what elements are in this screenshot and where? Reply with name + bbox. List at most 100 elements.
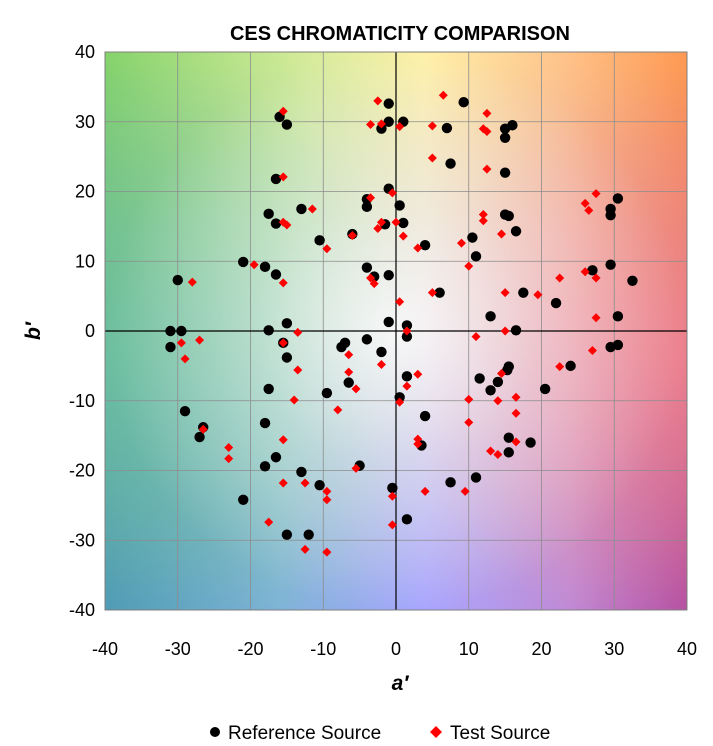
test-point	[293, 365, 303, 375]
test-point	[511, 437, 521, 447]
reference-point	[401, 320, 413, 331]
reference-point	[401, 331, 413, 342]
test-point	[464, 261, 474, 271]
test-point	[322, 244, 332, 254]
reference-point	[270, 269, 282, 280]
x-tick-label: 0	[391, 639, 401, 659]
reference-point	[445, 158, 456, 169]
test-point	[402, 381, 412, 391]
reference-point	[281, 119, 293, 130]
y-tick-label: -40	[69, 600, 95, 620]
y-tick-label: -30	[69, 530, 95, 550]
reference-point	[383, 98, 394, 109]
reference-point	[179, 406, 191, 417]
test-point	[224, 442, 234, 452]
test-point	[278, 278, 288, 288]
test-point	[398, 231, 408, 241]
test-point	[482, 108, 492, 118]
test-point	[395, 397, 405, 407]
test-point	[500, 288, 510, 298]
test-point	[420, 486, 430, 496]
reference-point	[314, 479, 325, 491]
legend-label-test: Test Source	[450, 723, 550, 744]
reference-point	[419, 240, 431, 251]
reference-point	[259, 417, 271, 429]
reference-point	[296, 203, 307, 215]
test-point	[402, 326, 412, 336]
reference-point	[550, 297, 562, 309]
reference-point	[343, 377, 354, 388]
series-reference-source	[165, 97, 638, 540]
reference-point	[587, 265, 598, 276]
chart-title: CES CHROMATICITY COMPARISON	[230, 23, 570, 45]
test-point	[584, 205, 594, 215]
test-point	[555, 362, 565, 372]
test-point	[333, 405, 343, 415]
test-point	[282, 220, 292, 230]
reference-point	[565, 360, 576, 372]
test-point	[395, 297, 405, 307]
reference-point	[281, 352, 293, 363]
test-point	[195, 335, 205, 345]
test-point	[347, 230, 357, 240]
reference-point	[394, 200, 405, 211]
test-point	[580, 198, 590, 208]
reference-point	[165, 325, 176, 337]
reference-point	[612, 193, 624, 204]
test-point	[278, 172, 288, 182]
reference-point	[259, 461, 271, 472]
reference-point	[270, 452, 282, 463]
reference-point	[401, 514, 413, 525]
x-tick-labels: -40 -30 -20 -10 0 10 20 30 40	[92, 639, 697, 659]
test-point	[387, 188, 397, 198]
y-tick-labels: -40 -30 -20 -10 0 10 20 30 40	[69, 42, 95, 620]
test-point	[373, 96, 383, 106]
reference-point	[376, 346, 387, 358]
reference-point	[263, 325, 274, 336]
reference-point	[467, 232, 478, 243]
x-tick-label: 10	[459, 639, 479, 659]
test-point	[300, 544, 310, 554]
reference-point	[507, 120, 518, 131]
test-point	[176, 338, 186, 348]
test-point	[413, 434, 423, 444]
reference-point	[441, 122, 453, 134]
test-point	[478, 216, 488, 226]
reference-point	[259, 261, 271, 273]
test-point	[278, 435, 288, 445]
reference-point	[270, 218, 282, 229]
reference-point	[510, 325, 522, 336]
reference-point	[510, 226, 522, 237]
reference-point	[172, 274, 183, 286]
y-tick-label: -10	[69, 391, 95, 411]
reference-point	[361, 262, 373, 273]
reference-point	[503, 447, 514, 458]
reference-point	[605, 259, 616, 270]
test-point	[460, 486, 470, 496]
reference-point	[303, 529, 314, 540]
y-axis-label: b′	[22, 321, 45, 340]
y-tick-label: 10	[75, 251, 95, 271]
test-point	[478, 210, 488, 220]
test-point	[511, 408, 521, 418]
legend: Reference Source Test Source	[210, 723, 550, 744]
test-point	[464, 394, 474, 404]
reference-point	[387, 482, 398, 494]
test-point	[580, 267, 590, 277]
reference-point	[394, 392, 405, 403]
test-point	[496, 229, 506, 239]
legend-marker-reference	[210, 727, 220, 737]
test-point	[278, 478, 288, 488]
test-point	[486, 446, 496, 456]
test-point	[322, 495, 332, 505]
x-tick-label: 20	[531, 639, 551, 659]
reference-point	[470, 251, 482, 262]
reference-point	[238, 256, 249, 268]
test-point	[376, 359, 386, 369]
reference-point	[612, 311, 624, 322]
reference-point	[383, 316, 394, 328]
test-point	[376, 217, 386, 227]
reference-point	[503, 432, 514, 443]
reference-point	[321, 387, 333, 399]
reference-point	[263, 208, 274, 220]
